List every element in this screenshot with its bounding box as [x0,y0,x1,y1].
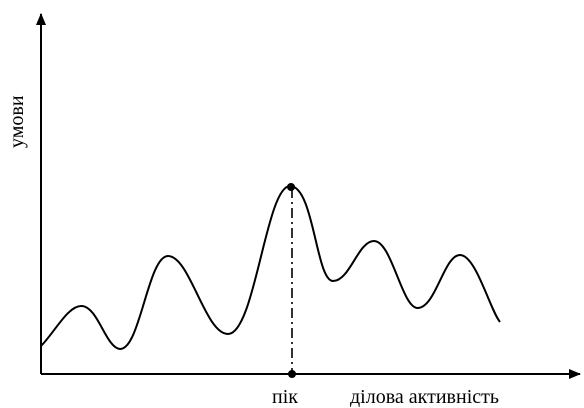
peak-label: пік [272,386,298,408]
activity-curve [40,184,501,351]
peak-point [287,183,295,191]
x-axis-label: ділова активність [350,386,499,408]
y-axis-label: умови [6,95,28,148]
peak-axis-point [288,370,296,378]
